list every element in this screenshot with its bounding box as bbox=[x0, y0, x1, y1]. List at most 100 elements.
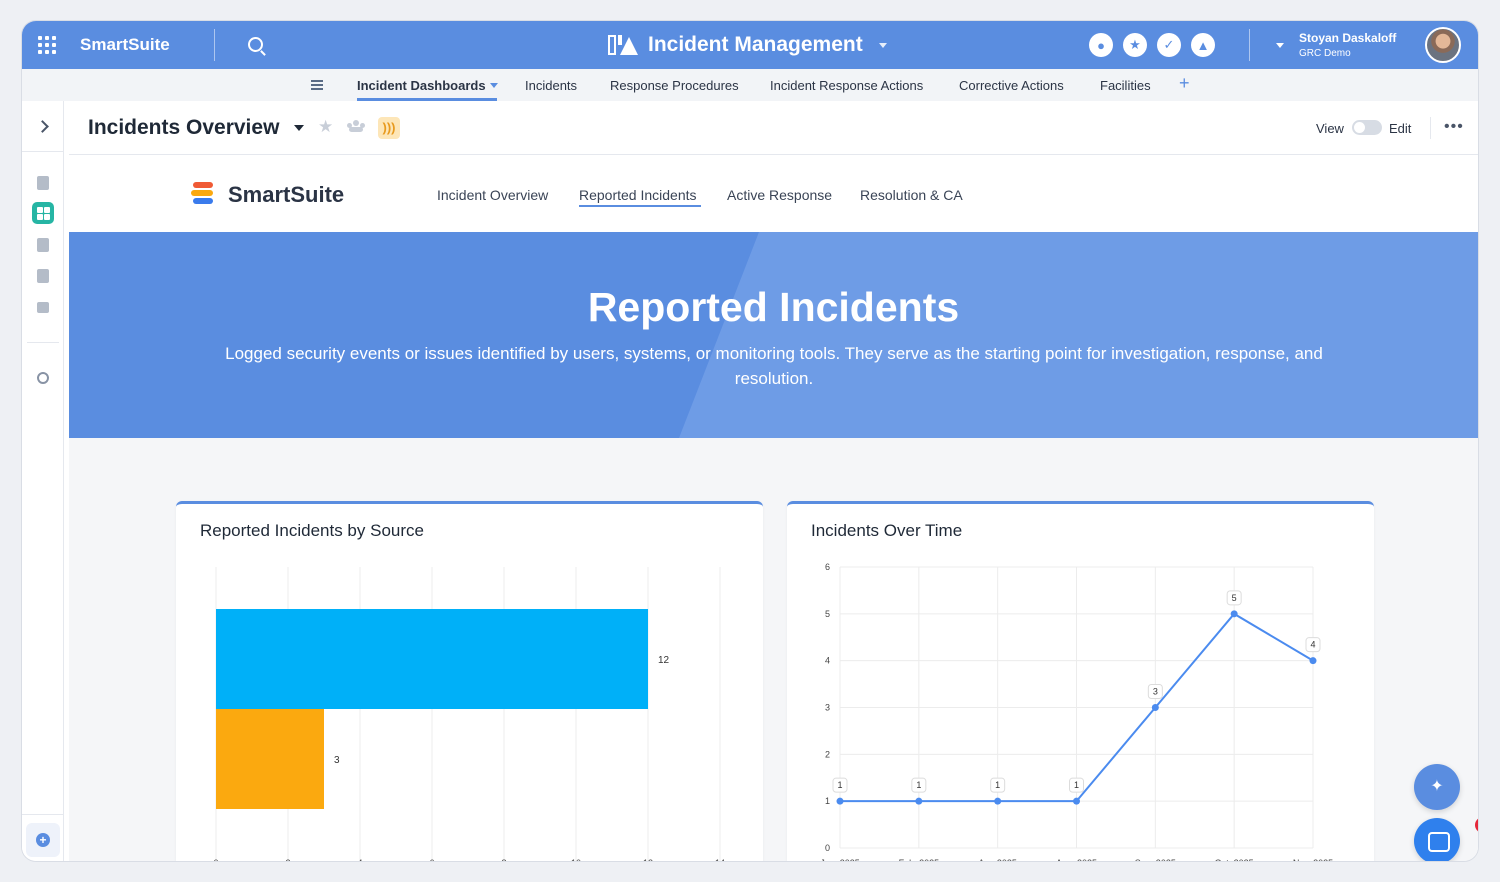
x-tick-label: Nov, 2025 bbox=[1293, 858, 1333, 861]
tab-incident-overview[interactable]: Incident Overview bbox=[437, 187, 549, 203]
data-label: 1 bbox=[1074, 780, 1079, 790]
data-point bbox=[1151, 704, 1159, 711]
chevron-right-icon[interactable] bbox=[36, 120, 49, 133]
sidebar-divider bbox=[27, 342, 59, 343]
page-icon[interactable] bbox=[37, 269, 49, 283]
left-sidebar: + bbox=[22, 101, 64, 861]
page-title[interactable]: Incidents Overview bbox=[88, 116, 280, 139]
tab-reported-incidents[interactable]: Reported Incidents bbox=[579, 187, 697, 203]
data-label-box bbox=[1305, 637, 1321, 653]
hero-title: Reported Incidents bbox=[587, 284, 960, 330]
smartsuite-logo-icon bbox=[191, 182, 213, 206]
dashboard-header: Incidents Overview ★ ))) View Edit ••• bbox=[69, 101, 1478, 155]
chevron-down-icon[interactable] bbox=[294, 125, 304, 131]
y-tick-label: 6 bbox=[825, 562, 830, 572]
tab-facilities[interactable]: Facilities bbox=[1100, 78, 1151, 93]
bell-icon[interactable]: ▲ bbox=[1191, 33, 1215, 57]
add-button[interactable]: + bbox=[26, 823, 60, 857]
chat-unread-badge: 1 bbox=[1475, 817, 1478, 833]
x-tick-label: 14 bbox=[715, 858, 725, 861]
data-point bbox=[915, 797, 923, 805]
avatar[interactable] bbox=[1425, 27, 1461, 63]
view-edit-toggle[interactable] bbox=[1352, 120, 1382, 135]
chevron-down-icon bbox=[878, 42, 887, 48]
check-icon[interactable]: ✓ bbox=[1157, 33, 1181, 57]
sidebar-divider bbox=[22, 151, 64, 152]
active-tab-indicator bbox=[357, 98, 497, 101]
chevron-down-icon bbox=[489, 83, 498, 88]
tab-incident-dashboards[interactable]: Incident Dashboards bbox=[357, 78, 498, 93]
line-chart: 0 1 2 3 4 5 6 Jan, 2025 Feb, 2025 Apr, 2025 Aug, 2… bbox=[820, 562, 1333, 861]
data-label-box bbox=[1147, 684, 1163, 699]
view-mode-label: View bbox=[1316, 121, 1344, 136]
header-divider bbox=[1430, 117, 1431, 139]
y-tick-label: 2 bbox=[825, 749, 830, 759]
solution-title: Incident Management bbox=[648, 33, 863, 56]
x-tick-label: Jan, 2025 bbox=[820, 858, 860, 861]
x-tick-label: 2 bbox=[285, 858, 290, 861]
edit-mode-label: Edit bbox=[1389, 121, 1412, 136]
active-tab-indicator bbox=[579, 205, 701, 207]
tab-response-procedures[interactable]: Response Procedures bbox=[610, 78, 739, 93]
x-tick-label: 8 bbox=[501, 858, 506, 861]
chart-card-over-time: Incidents Over Time 0 1 2 3 4 5 6 Jan, 2025 Feb,… bbox=[787, 501, 1374, 861]
x-tick-label: Feb, 2025 bbox=[899, 858, 940, 861]
user-menu-chevron-icon[interactable] bbox=[1276, 43, 1284, 48]
tab-incident-response-actions[interactable]: Incident Response Actions bbox=[770, 78, 924, 93]
dashboard-icon[interactable] bbox=[32, 202, 54, 224]
tab-incidents[interactable]: Incidents bbox=[525, 78, 578, 93]
apps-grid-icon[interactable] bbox=[38, 36, 56, 54]
layers-icon[interactable] bbox=[37, 238, 49, 252]
folder-icon[interactable] bbox=[37, 302, 49, 313]
data-point bbox=[1230, 610, 1238, 618]
y-tick-label: 1 bbox=[825, 796, 830, 806]
y-tick-label: 5 bbox=[825, 609, 830, 619]
hero-subtitle: Logged security events or issues identif… bbox=[225, 344, 1323, 388]
people-icon[interactable] bbox=[347, 120, 365, 132]
logo-text: SmartSuite bbox=[228, 182, 345, 207]
data-label-box bbox=[832, 777, 848, 793]
chat-button[interactable] bbox=[1414, 818, 1460, 861]
x-tick-label: 4 bbox=[357, 858, 362, 861]
brand-name[interactable]: SmartSuite bbox=[80, 35, 170, 54]
dashboard-content: SmartSuite Incident Overview Reported In… bbox=[69, 156, 1478, 861]
topbar-divider bbox=[214, 29, 215, 61]
top-bar: SmartSuite Incident Management ● ★ ✓ ▲ S… bbox=[22, 21, 1478, 69]
data-label: 3 bbox=[1153, 687, 1158, 697]
rss-icon[interactable]: ))) bbox=[378, 117, 400, 139]
x-tick-label: 10 bbox=[571, 858, 581, 861]
solution-nav: Incident Dashboards Incidents Response P… bbox=[22, 69, 1478, 101]
chart-card-by-source: Reported Incidents by Source 0 2 4 6 8 10 12 14… bbox=[176, 501, 763, 861]
topbar-divider bbox=[1249, 29, 1250, 61]
x-tick-label: Sep, 2025 bbox=[1135, 858, 1176, 861]
star-icon[interactable]: ★ bbox=[318, 117, 334, 136]
search-icon[interactable] bbox=[248, 37, 263, 52]
team-icon[interactable]: ● bbox=[1089, 33, 1113, 57]
dashboard-inner-nav: SmartSuite Incident Overview Reported In… bbox=[69, 156, 1478, 232]
x-tick-label: 12 bbox=[643, 858, 653, 861]
data-label: 4 bbox=[1310, 640, 1315, 650]
data-point bbox=[1309, 657, 1317, 665]
add-tab-button[interactable]: + bbox=[1179, 73, 1190, 93]
user-circle-icon[interactable] bbox=[37, 372, 49, 384]
app-window: SmartSuite Incident Management ● ★ ✓ ▲ S… bbox=[22, 21, 1478, 861]
bar bbox=[216, 609, 648, 709]
tab-resolution-ca[interactable]: Resolution & CA bbox=[860, 187, 963, 203]
ai-assistant-button[interactable]: ✦ bbox=[1414, 764, 1460, 810]
chart-title: Incidents Over Time bbox=[811, 521, 963, 540]
document-icon[interactable] bbox=[37, 176, 49, 190]
plus-icon: + bbox=[36, 833, 50, 847]
data-label-box bbox=[990, 777, 1006, 793]
tab-corrective-actions[interactable]: Corrective Actions bbox=[959, 78, 1064, 93]
data-point bbox=[836, 797, 844, 805]
tab-active-response[interactable]: Active Response bbox=[727, 187, 833, 203]
data-label: 5 bbox=[1232, 593, 1237, 603]
solution-switcher[interactable]: Incident Management bbox=[608, 30, 887, 60]
menu-icon[interactable] bbox=[311, 80, 323, 90]
hero-decoration bbox=[679, 232, 1478, 438]
incident-solution-icon bbox=[608, 33, 638, 57]
star-icon[interactable]: ★ bbox=[1123, 33, 1147, 57]
more-options-icon[interactable]: ••• bbox=[1444, 118, 1464, 135]
data-label: 1 bbox=[995, 780, 1000, 790]
user-name[interactable]: Stoyan Daskaloff bbox=[1299, 31, 1397, 45]
